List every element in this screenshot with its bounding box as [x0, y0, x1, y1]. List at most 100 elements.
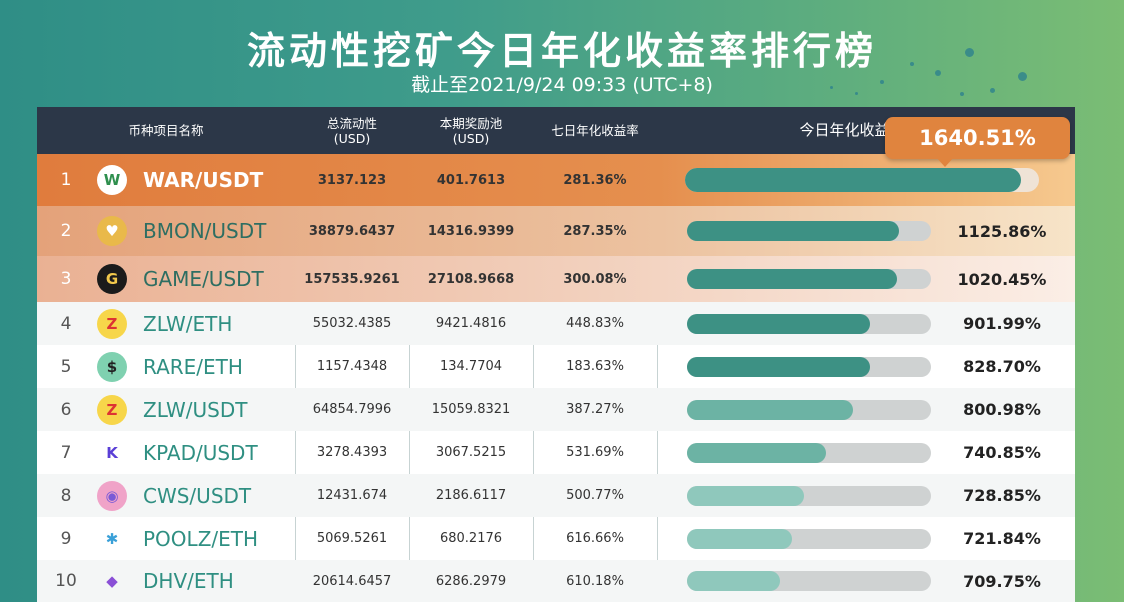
- table-row: 1 W WAR/USDT 3137.123 401.7613 281.36%: [37, 154, 1075, 206]
- header-pool: 本期奖励池 (USD): [439, 115, 503, 146]
- table-row: 10 ◆ DHV/ETH 20614.6457 6286.2979 610.18% 709.…: [37, 560, 1075, 602]
- apy-bar-track: [687, 442, 931, 463]
- liquidity-value: 12431.674: [316, 488, 388, 503]
- liquidity-value: 20614.6457: [312, 573, 392, 589]
- liquidity-value: 38879.6437: [308, 223, 396, 239]
- table-row: 3 G GAME/USDT 157535.9261 27108.9668 300.08% 1…: [37, 256, 1075, 302]
- bmon-coin-icon: ♥: [97, 216, 127, 246]
- rare-coin-icon: $: [97, 351, 127, 382]
- pool-value: 14316.9399: [427, 223, 515, 239]
- apy-bar-fill: [687, 269, 897, 289]
- pair-name: ZLW/USDT: [143, 397, 248, 422]
- apy-bar-track: [687, 313, 931, 334]
- apy-today-value: 828.70%: [963, 357, 1041, 376]
- pool-value: 134.7704: [439, 359, 503, 374]
- poolz-coin-icon: ✱: [105, 529, 119, 548]
- pair-name: WAR/USDT: [143, 168, 264, 192]
- apy-bar-fill: [687, 221, 900, 241]
- page-subtitle: 截止至2021/9/24 09:33 (UTC+8): [411, 74, 713, 96]
- liquidity-value: 3278.4393: [316, 445, 388, 460]
- table-row: 5 $ RARE/ETH 1157.4348 134.7704 183.63% 828.70…: [37, 345, 1075, 388]
- apy-bar-fill: [687, 399, 853, 420]
- liquidity-value: 64854.7996: [312, 402, 392, 417]
- liquidity-value: 5069.5261: [316, 531, 388, 546]
- apy7-value: 281.36%: [563, 172, 627, 188]
- rank-number: 1: [60, 170, 72, 190]
- apy7-value: 448.83%: [566, 316, 624, 331]
- apy-today-value: 721.84%: [963, 529, 1041, 548]
- table-row: 2 ♥ BMON/USDT 38879.6437 14316.9399 287.35% 11…: [37, 206, 1075, 256]
- apy-bar-track: [687, 528, 931, 549]
- table-row: 6 Z ZLW/USDT 64854.7996 15059.8321 387.27% 800…: [37, 388, 1075, 431]
- liquidity-value: 55032.4385: [312, 316, 392, 331]
- rank-number: 4: [60, 313, 72, 334]
- pool-value: 3067.5215: [435, 445, 507, 460]
- apy-bar-track: [687, 356, 931, 377]
- column-divider: [657, 154, 658, 602]
- pair-name: KPAD/USDT: [143, 440, 258, 465]
- zlw-coin-icon: Z: [97, 394, 127, 425]
- table-row: 4 Z ZLW/ETH 55032.4385 9421.4816 448.83% 901.9…: [37, 302, 1075, 345]
- apy-bar-track: [687, 399, 931, 420]
- rank-number: 3: [60, 269, 72, 289]
- rank-number: 9: [60, 528, 72, 549]
- pool-value: 9421.4816: [435, 316, 507, 331]
- apy7-value: 500.77%: [566, 488, 624, 503]
- column-divider: [295, 154, 296, 602]
- apy-bar-track: [687, 571, 931, 591]
- dhv-coin-icon: ◆: [106, 572, 118, 590]
- pair-name: DHV/ETH: [143, 569, 234, 593]
- apy-today-value: 728.85%: [963, 486, 1041, 505]
- zlw-coin-icon: Z: [97, 308, 127, 339]
- rank-number: 7: [60, 442, 72, 463]
- column-divider: [533, 154, 534, 602]
- pair-name: BMON/USDT: [143, 219, 267, 243]
- apy-today-value: 1020.45%: [957, 269, 1047, 289]
- pair-name: CWS/USDT: [143, 483, 252, 508]
- top-apy-callout: 1640.51%: [885, 117, 1070, 159]
- apy-today-value: 709.75%: [963, 571, 1041, 591]
- rank-number: 8: [60, 485, 72, 506]
- apy7-value: 387.27%: [566, 402, 624, 417]
- apy-today-value: 901.99%: [963, 314, 1041, 333]
- rank-number: 6: [60, 399, 72, 420]
- rank-number: 10: [55, 571, 77, 591]
- cws-coin-icon: ◉: [97, 480, 127, 511]
- apy-bar-fill: [687, 442, 827, 463]
- ranking-table: 币种项目名称 总流动性 (USD) 本期奖励池 (USD) 七日年化收益率 今日…: [37, 107, 1075, 602]
- apy-bar-fill: [687, 313, 870, 334]
- apy-bar-track: [685, 168, 1039, 192]
- apy-today-value: 1125.86%: [957, 221, 1047, 241]
- apy-bar-fill: [687, 485, 805, 506]
- header-apy7: 七日年化收益率: [551, 123, 639, 138]
- apy7-value: 616.66%: [566, 531, 624, 546]
- apy7-value: 300.08%: [563, 271, 627, 287]
- liquidity-value: 157535.9261: [304, 271, 400, 287]
- pool-value: 2186.6117: [435, 488, 507, 503]
- apy7-value: 183.63%: [566, 359, 624, 374]
- callout-pointer: [936, 157, 954, 167]
- pool-value: 401.7613: [436, 172, 506, 188]
- table-row: 7 K KPAD/USDT 3278.4393 3067.5215 531.69% 740.…: [37, 431, 1075, 474]
- liquidity-value: 1157.4348: [316, 359, 388, 374]
- apy-bar-track: [687, 221, 931, 241]
- header-name: 币种项目名称: [128, 123, 204, 138]
- page-title: 流动性挖矿今日年化收益率排行榜: [246, 29, 877, 73]
- pool-value: 15059.8321: [431, 402, 511, 417]
- apy7-value: 531.69%: [566, 445, 624, 460]
- war-coin-icon: W: [97, 165, 127, 195]
- rank-number: 5: [60, 356, 72, 377]
- apy-today-value: 800.98%: [963, 400, 1041, 419]
- pair-name: GAME/USDT: [143, 267, 264, 291]
- kpad-coin-icon: K: [106, 443, 118, 462]
- table-row: 8 ◉ CWS/USDT 12431.674 2186.6117 500.77% 728.8…: [37, 474, 1075, 517]
- liquidity-value: 3137.123: [317, 172, 387, 188]
- pair-name: RARE/ETH: [143, 354, 243, 379]
- apy-bar-track: [687, 269, 931, 289]
- pair-name: POOLZ/ETH: [143, 526, 259, 551]
- column-divider: [409, 154, 410, 602]
- game-coin-icon: G: [97, 264, 127, 294]
- pool-value: 27108.9668: [427, 271, 515, 287]
- apy-today-value: 740.85%: [963, 443, 1041, 462]
- apy-bar-fill: [687, 528, 792, 549]
